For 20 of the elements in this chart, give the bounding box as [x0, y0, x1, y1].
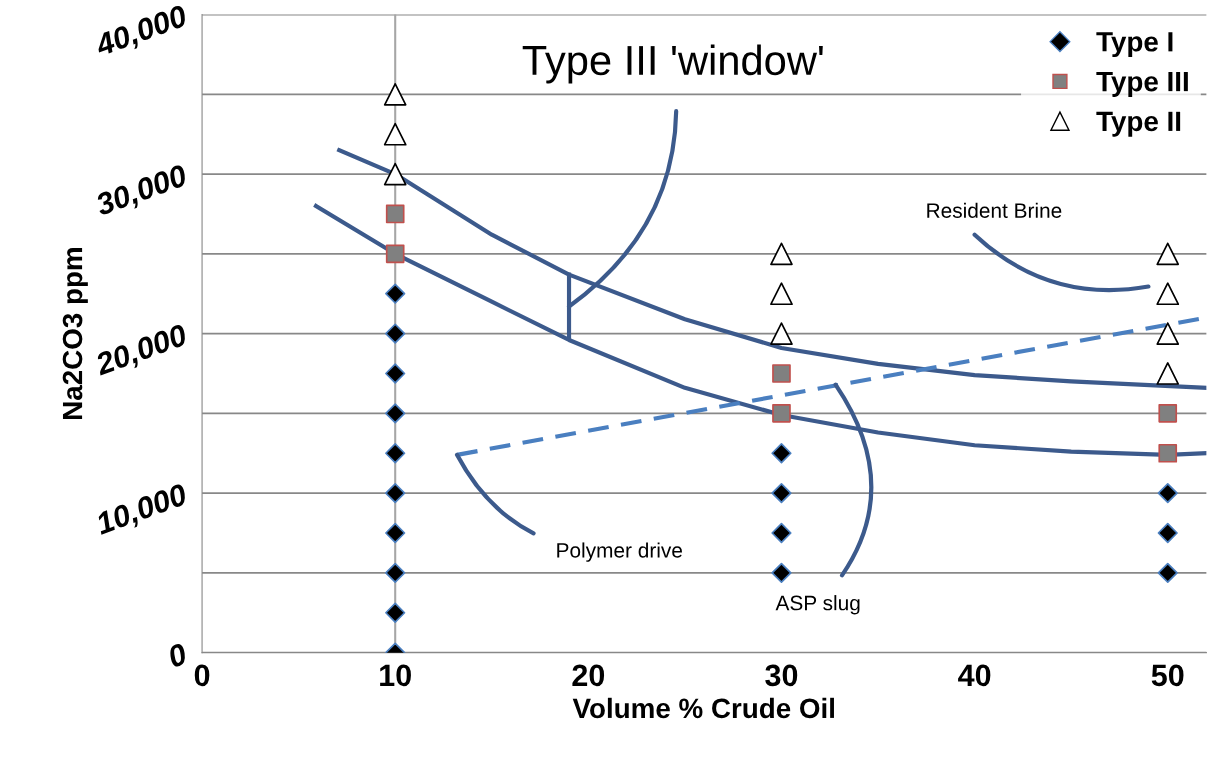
y-tick-label: 20,000: [93, 323, 191, 380]
x-tick-label: 30: [765, 664, 798, 687]
legend-label: Type II: [1096, 111, 1181, 137]
x-tick-label: 0: [194, 664, 210, 687]
x-tick-label: 20: [572, 664, 605, 687]
x-axis-title: Volume % Crude Oil: [572, 697, 834, 719]
y-axis-title: Na2CO3 ppm: [62, 248, 88, 419]
annotation: Polymer drive: [557, 542, 682, 562]
y-tick-label: 10,000: [94, 482, 191, 540]
x-tick-label: 10: [380, 664, 411, 687]
x-tick-label: 50: [1151, 664, 1184, 687]
annotation: Type III 'window': [522, 44, 823, 84]
annotation: ASP slug: [775, 595, 860, 615]
y-tick-label: 30,000: [93, 163, 191, 221]
y-tick-label: 0: [166, 642, 189, 669]
y-tick-label: 40,000: [93, 4, 191, 61]
legend-label: Type III: [1096, 72, 1188, 97]
annotation: Resident Brine: [927, 202, 1062, 218]
legend-label: Type I: [1096, 32, 1173, 58]
x-tick-label: 40: [958, 664, 991, 687]
